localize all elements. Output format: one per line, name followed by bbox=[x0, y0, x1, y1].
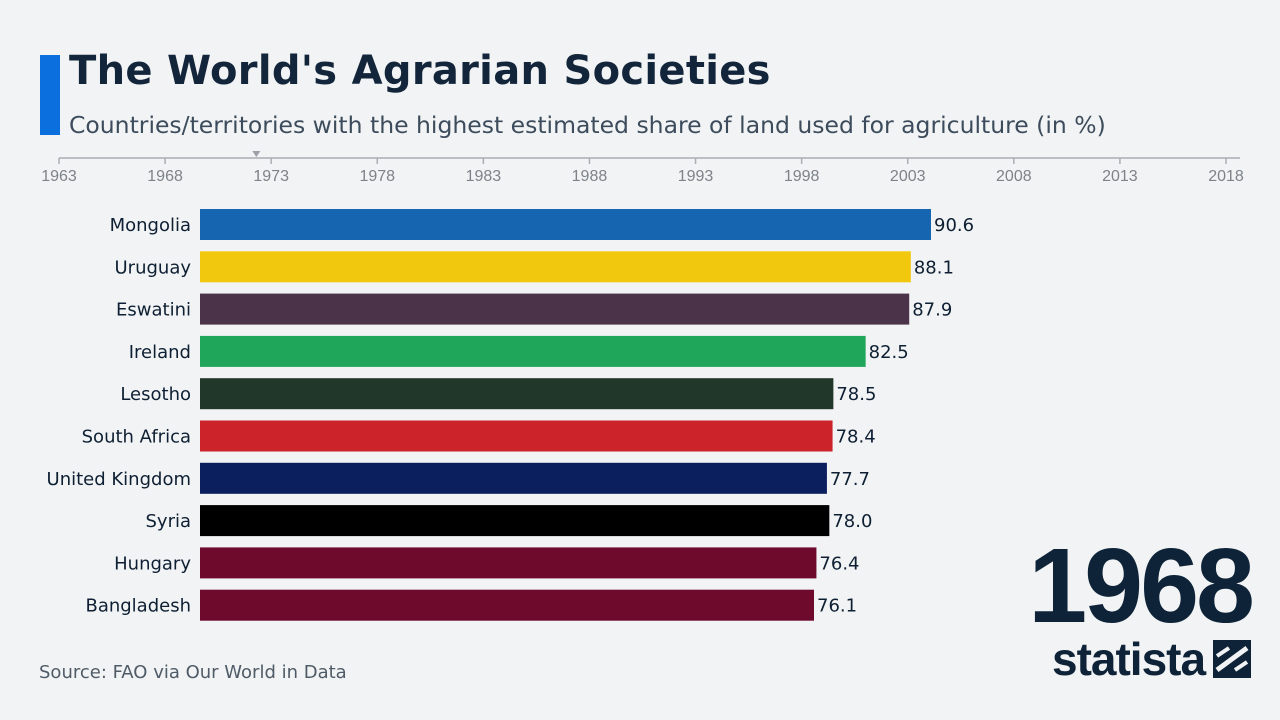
timeline-tick-label: 2003 bbox=[890, 168, 926, 185]
bar-uruguay bbox=[200, 251, 911, 283]
statista-logo: statista bbox=[1052, 633, 1252, 685]
timeline-tick-label: 2008 bbox=[996, 168, 1032, 185]
bar-lesotho bbox=[200, 378, 834, 410]
category-label: South Africa bbox=[82, 427, 191, 448]
category-label: Lesotho bbox=[120, 384, 191, 405]
value-label: 90.6 bbox=[934, 215, 974, 236]
category-label: Syria bbox=[145, 511, 191, 532]
timeline-tick-label: 2013 bbox=[1102, 168, 1138, 185]
category-label: Hungary bbox=[114, 553, 191, 574]
category-label: Mongolia bbox=[110, 215, 191, 236]
bar-united-kingdom bbox=[200, 462, 827, 494]
timeline-tick-label: 1988 bbox=[572, 168, 608, 185]
timeline-tick-label: 2018 bbox=[1208, 168, 1244, 185]
category-label: Bangladesh bbox=[85, 596, 191, 617]
chart-subtitle: Countries/territories with the highest e… bbox=[69, 111, 1106, 139]
value-label: 88.1 bbox=[914, 257, 954, 278]
statista-logo-icon bbox=[1213, 640, 1252, 678]
timeline-tick-label: 1973 bbox=[253, 168, 289, 185]
current-year-label: 1968 bbox=[1028, 527, 1255, 645]
bar-south-africa bbox=[200, 420, 833, 452]
value-label: 78.4 bbox=[836, 427, 876, 448]
value-label: 77.7 bbox=[830, 469, 870, 490]
bar-mongolia bbox=[200, 209, 931, 240]
category-label: Eswatini bbox=[116, 300, 191, 321]
timeline-tick-label: 1998 bbox=[784, 168, 820, 185]
timeline-marker bbox=[252, 151, 261, 157]
value-label: 76.4 bbox=[819, 553, 859, 574]
timeline-tick-label: 1968 bbox=[147, 168, 183, 185]
source-note: Source: FAO via Our World in Data bbox=[39, 662, 347, 683]
title-accent-bar bbox=[40, 55, 60, 135]
timeline-tick-label: 1978 bbox=[359, 168, 395, 185]
bar-bangladesh bbox=[200, 589, 815, 621]
category-label: Uruguay bbox=[115, 257, 192, 278]
logo-text: statista bbox=[1052, 633, 1206, 685]
timeline-tick-label: 1963 bbox=[41, 168, 77, 185]
value-label: 78.0 bbox=[832, 511, 872, 532]
value-label: 87.9 bbox=[912, 300, 952, 321]
bar-ireland bbox=[200, 335, 866, 367]
value-label: 76.1 bbox=[817, 596, 857, 617]
value-label: 78.5 bbox=[836, 384, 876, 405]
category-label: Ireland bbox=[129, 342, 191, 363]
chart-title: The World's Agrarian Societies bbox=[69, 48, 771, 94]
value-label: 82.5 bbox=[869, 342, 909, 363]
timeline-tick-label: 1983 bbox=[466, 168, 502, 185]
timeline-tick-label: 1993 bbox=[678, 168, 714, 185]
bar-syria bbox=[200, 505, 830, 537]
category-label: United Kingdom bbox=[47, 469, 191, 490]
bar-hungary bbox=[200, 547, 817, 579]
bar-eswatini bbox=[200, 293, 910, 325]
